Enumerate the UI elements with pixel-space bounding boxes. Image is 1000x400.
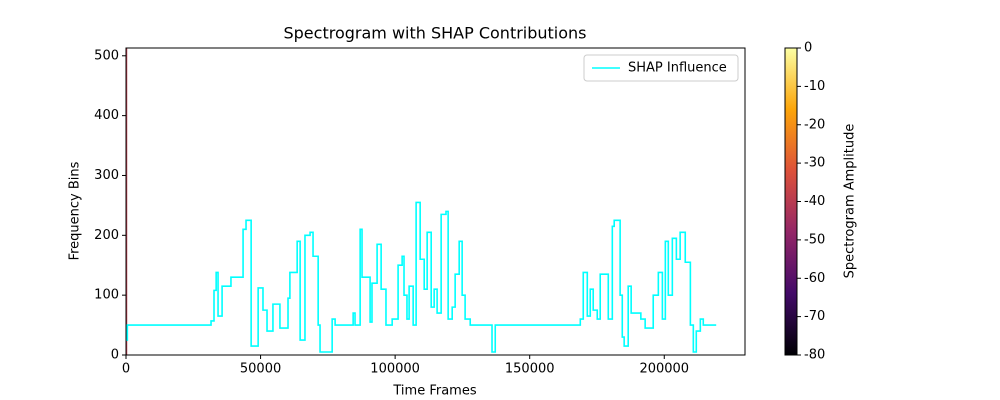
y-tick-label: 300 [94,168,119,183]
colorbar [784,47,798,356]
colorbar-tick-label: -20 [804,117,825,132]
x-tick-label: 0 [122,362,130,377]
x-tick-label: 50000 [240,362,281,377]
colorbar-tick-label: -60 [804,271,825,286]
colorbar-label: Spectrogram Amplitude [843,124,858,279]
colorbar-tick-label: -40 [804,194,825,209]
legend-box [583,54,739,82]
line-series [126,201,717,353]
x-tick-label: 200000 [639,362,689,377]
plot-frame [125,47,746,356]
colorbar-tick-label: 0 [804,41,812,56]
y-tick-label: 0 [111,348,119,363]
y-tick-label: 400 [94,108,119,123]
colorbar-tick-label: -30 [804,156,825,171]
y-tick-label: 100 [94,288,119,303]
colorbar-tick-label: -50 [804,232,825,247]
x-tick-label: 100000 [370,362,420,377]
y-tick-label: 200 [94,228,119,243]
colorbar-tick-label: -70 [804,309,825,324]
colorbar-tick-label: -80 [804,348,825,363]
chart-title: Spectrogram with SHAP Contributions [283,24,586,43]
y-tick-label: 500 [94,48,119,63]
legend-label: SHAP Influence [628,61,727,76]
y-axis-label: Frequency Bins [68,161,83,260]
x-axis-label: Time Frames [392,384,476,399]
colorbar-tick-label: -10 [804,79,825,94]
x-tick-label: 150000 [505,362,555,377]
